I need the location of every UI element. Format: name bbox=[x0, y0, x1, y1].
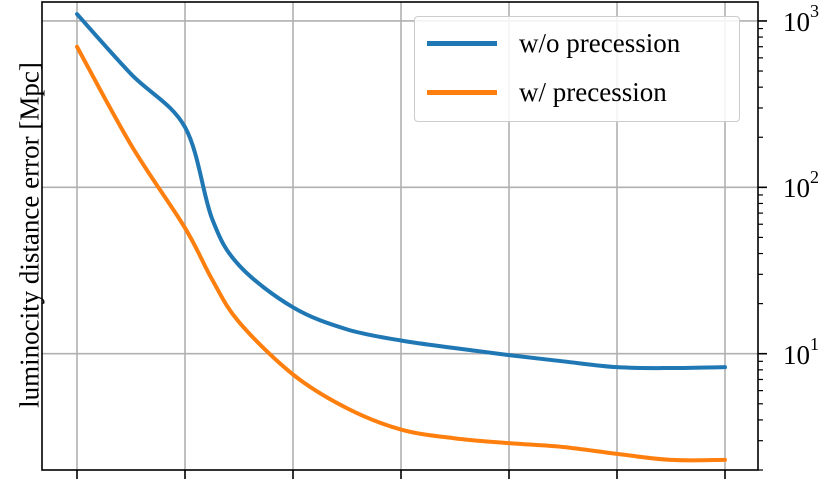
legend-entry: w/ precession bbox=[415, 72, 667, 112]
series-line-without-precession bbox=[75, 12, 727, 371]
legend-swatch bbox=[427, 89, 497, 95]
y-tick-label: 101 bbox=[783, 333, 819, 370]
y-axis-label: luminocity distance error [Mpc] bbox=[14, 62, 45, 408]
series-group bbox=[75, 12, 727, 463]
legend-label: w/ precession bbox=[519, 76, 667, 107]
y-tick-label: 102 bbox=[783, 167, 819, 204]
plot-frame bbox=[41, 1, 759, 471]
legend-label: w/o precession bbox=[519, 27, 681, 58]
axes bbox=[41, 1, 767, 479]
y-tick-label: 103 bbox=[783, 0, 819, 37]
legend-swatch bbox=[427, 40, 497, 46]
legend-entry: w/o precession bbox=[415, 23, 680, 63]
legend: w/o precession w/ precession bbox=[414, 16, 740, 122]
series-line-with-precession bbox=[75, 44, 727, 463]
